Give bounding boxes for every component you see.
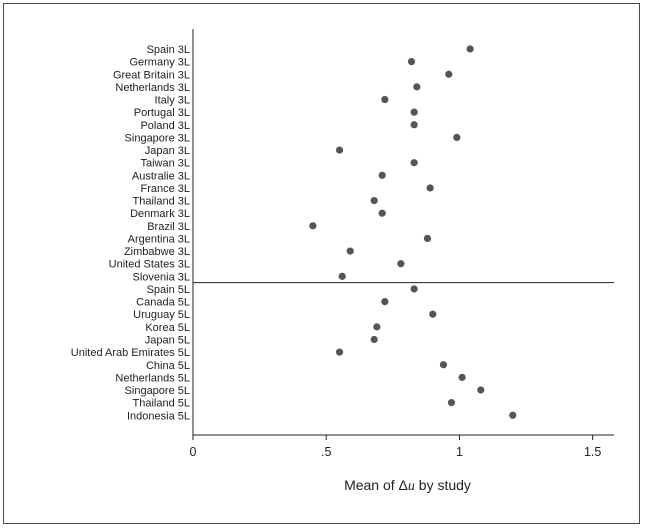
data-point	[445, 70, 453, 78]
x-axis-title-variable: u	[408, 479, 415, 494]
data-point	[381, 298, 389, 306]
category-label: Korea 5L	[145, 322, 190, 334]
data-point	[378, 209, 386, 217]
data-point	[338, 272, 346, 280]
data-point	[410, 121, 418, 129]
data-point	[458, 373, 466, 381]
category-label: Spain 5L	[147, 284, 190, 296]
category-label: Italy 3L	[155, 95, 190, 107]
category-label: Netherlands 3L	[115, 82, 190, 94]
x-tick-label: 1.5	[584, 445, 601, 459]
x-tick-label: 1	[456, 445, 463, 459]
category-label: United States 3L	[109, 259, 190, 271]
category-label: Denmark 3L	[130, 208, 190, 220]
x-ticks: 0 .5 1 1.5	[190, 435, 601, 459]
x-tick-label: .5	[321, 445, 331, 459]
x-tick-label: 0	[190, 445, 197, 459]
category-label: Germany 3L	[129, 57, 190, 69]
category-label: Portugal 3L	[134, 107, 190, 119]
category-label: China 5L	[146, 360, 190, 372]
category-label: Thailand 3L	[133, 196, 191, 208]
category-label: Singapore 3L	[125, 132, 190, 144]
data-point	[413, 83, 421, 91]
data-points	[309, 45, 517, 419]
category-label: Spain 3L	[147, 44, 190, 56]
category-label: Slovenia 3L	[133, 271, 191, 283]
data-point	[447, 399, 456, 407]
data-point	[426, 184, 434, 192]
data-point	[466, 45, 474, 53]
x-axis-title-symbol: Δ	[399, 477, 408, 493]
category-label: Brazil 3L	[147, 221, 190, 233]
data-point	[373, 323, 381, 331]
x-axis-title-prefix: Mean of	[344, 477, 398, 493]
category-label: France 3L	[140, 183, 190, 195]
data-point	[410, 285, 418, 293]
data-point	[423, 234, 432, 243]
data-point	[309, 222, 317, 230]
category-label: Poland 3L	[140, 120, 190, 132]
category-label: Uruguay 5L	[133, 309, 190, 321]
category-label: Singapore 5L	[125, 385, 190, 397]
category-label: Indonesia 5L	[127, 410, 190, 422]
data-point	[407, 58, 416, 66]
x-axis-title: Mean of Δu by study	[344, 477, 471, 494]
data-point	[509, 411, 517, 419]
category-label: Japan 5L	[145, 334, 190, 346]
data-point	[370, 196, 378, 205]
category-label: Zimbabwe 3L	[124, 246, 190, 258]
data-point	[335, 348, 344, 356]
data-point	[346, 247, 354, 255]
data-point	[378, 171, 386, 179]
category-label: Thailand 5L	[133, 398, 191, 410]
data-point	[370, 335, 378, 344]
x-axis-title-suffix: by study	[415, 477, 471, 493]
data-point	[410, 159, 418, 167]
data-point	[453, 133, 461, 142]
category-label: Netherlands 5L	[115, 372, 190, 384]
category-label: Argentina 3L	[128, 233, 190, 245]
data-point	[429, 310, 437, 318]
category-label: Taiwan 3L	[140, 158, 190, 170]
data-point	[477, 386, 485, 394]
category-label: Great Britain 3L	[113, 69, 190, 81]
category-label: United Arab Emirates 5L	[71, 347, 190, 359]
chart-frame	[3, 3, 640, 524]
category-label: Australie 3L	[132, 170, 190, 182]
category-label: Canada 5L	[136, 297, 190, 309]
data-point	[410, 108, 418, 116]
category-label: Japan 3L	[145, 145, 190, 157]
data-point	[439, 361, 448, 369]
axes	[192, 29, 614, 436]
data-point	[381, 95, 389, 104]
data-point	[397, 260, 405, 268]
data-point	[335, 146, 344, 154]
